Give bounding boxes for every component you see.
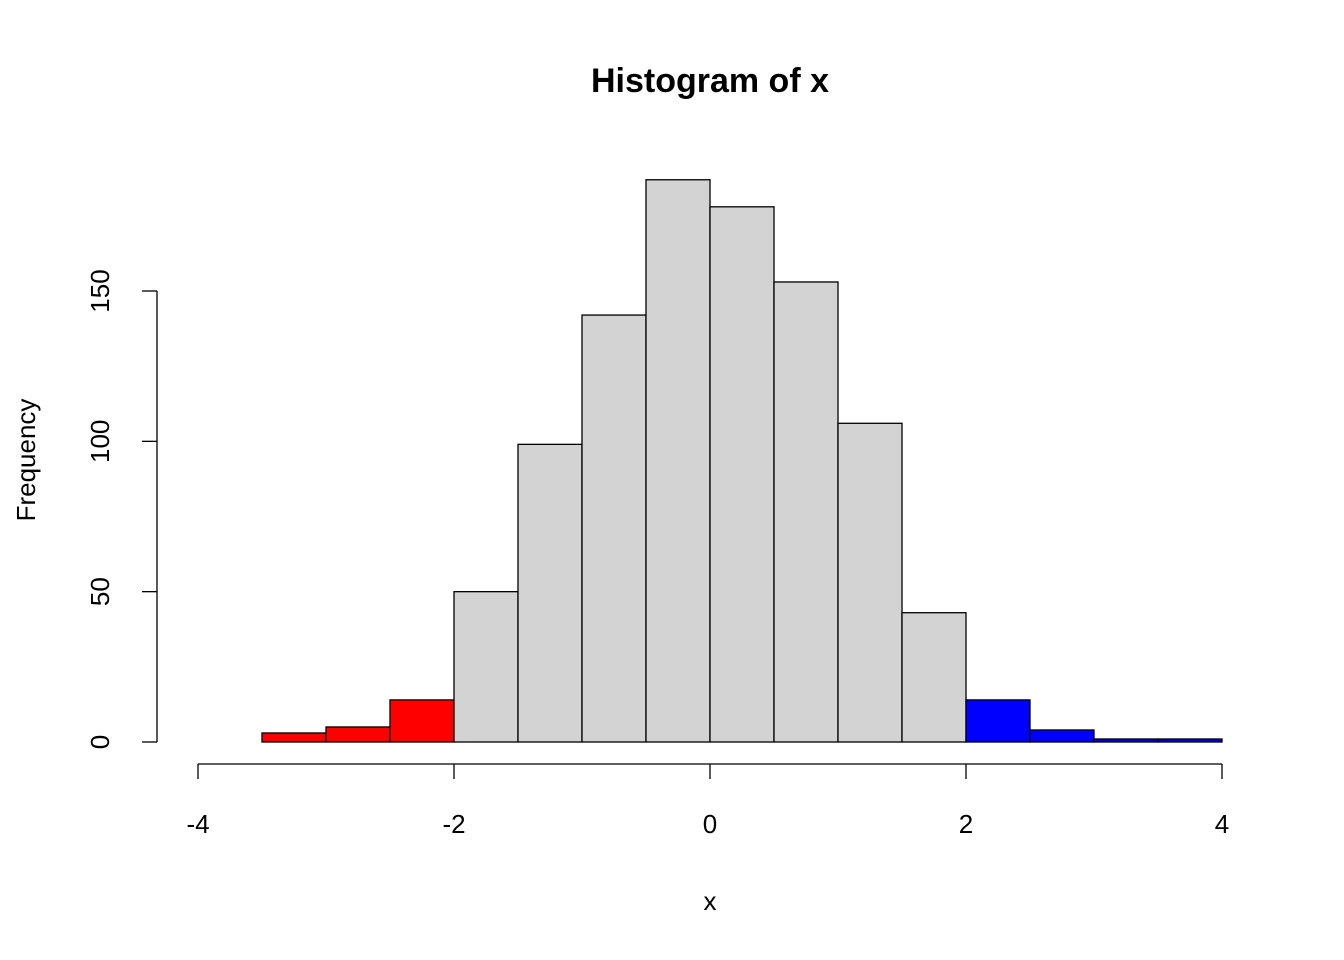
bar — [389, 699, 455, 743]
x-tick-label: 0 — [703, 809, 717, 839]
bar — [1029, 729, 1095, 743]
bar — [837, 422, 903, 743]
x-tick-label: 2 — [959, 809, 973, 839]
bar — [645, 179, 711, 743]
y-tick-label: 100 — [85, 420, 115, 463]
bar — [1093, 738, 1159, 743]
x-tick-label: 4 — [1215, 809, 1229, 839]
chart-title: Histogram of x — [591, 62, 829, 100]
bar — [261, 732, 327, 743]
y-axis-label: Frequency — [11, 399, 41, 522]
bar — [517, 443, 583, 743]
y-tick-label: 0 — [85, 735, 115, 749]
x-tick-label: -4 — [186, 809, 209, 839]
bar — [965, 699, 1031, 743]
bar — [325, 726, 391, 743]
bar — [709, 206, 775, 743]
bar — [1157, 738, 1223, 743]
y-tick-label: 50 — [85, 577, 115, 606]
x-tick-label: -2 — [442, 809, 465, 839]
bar — [773, 281, 839, 743]
bar — [453, 591, 519, 743]
bar — [581, 314, 647, 743]
y-tick-label: 150 — [85, 269, 115, 312]
bar — [901, 612, 967, 743]
x-axis-label: x — [704, 886, 717, 916]
